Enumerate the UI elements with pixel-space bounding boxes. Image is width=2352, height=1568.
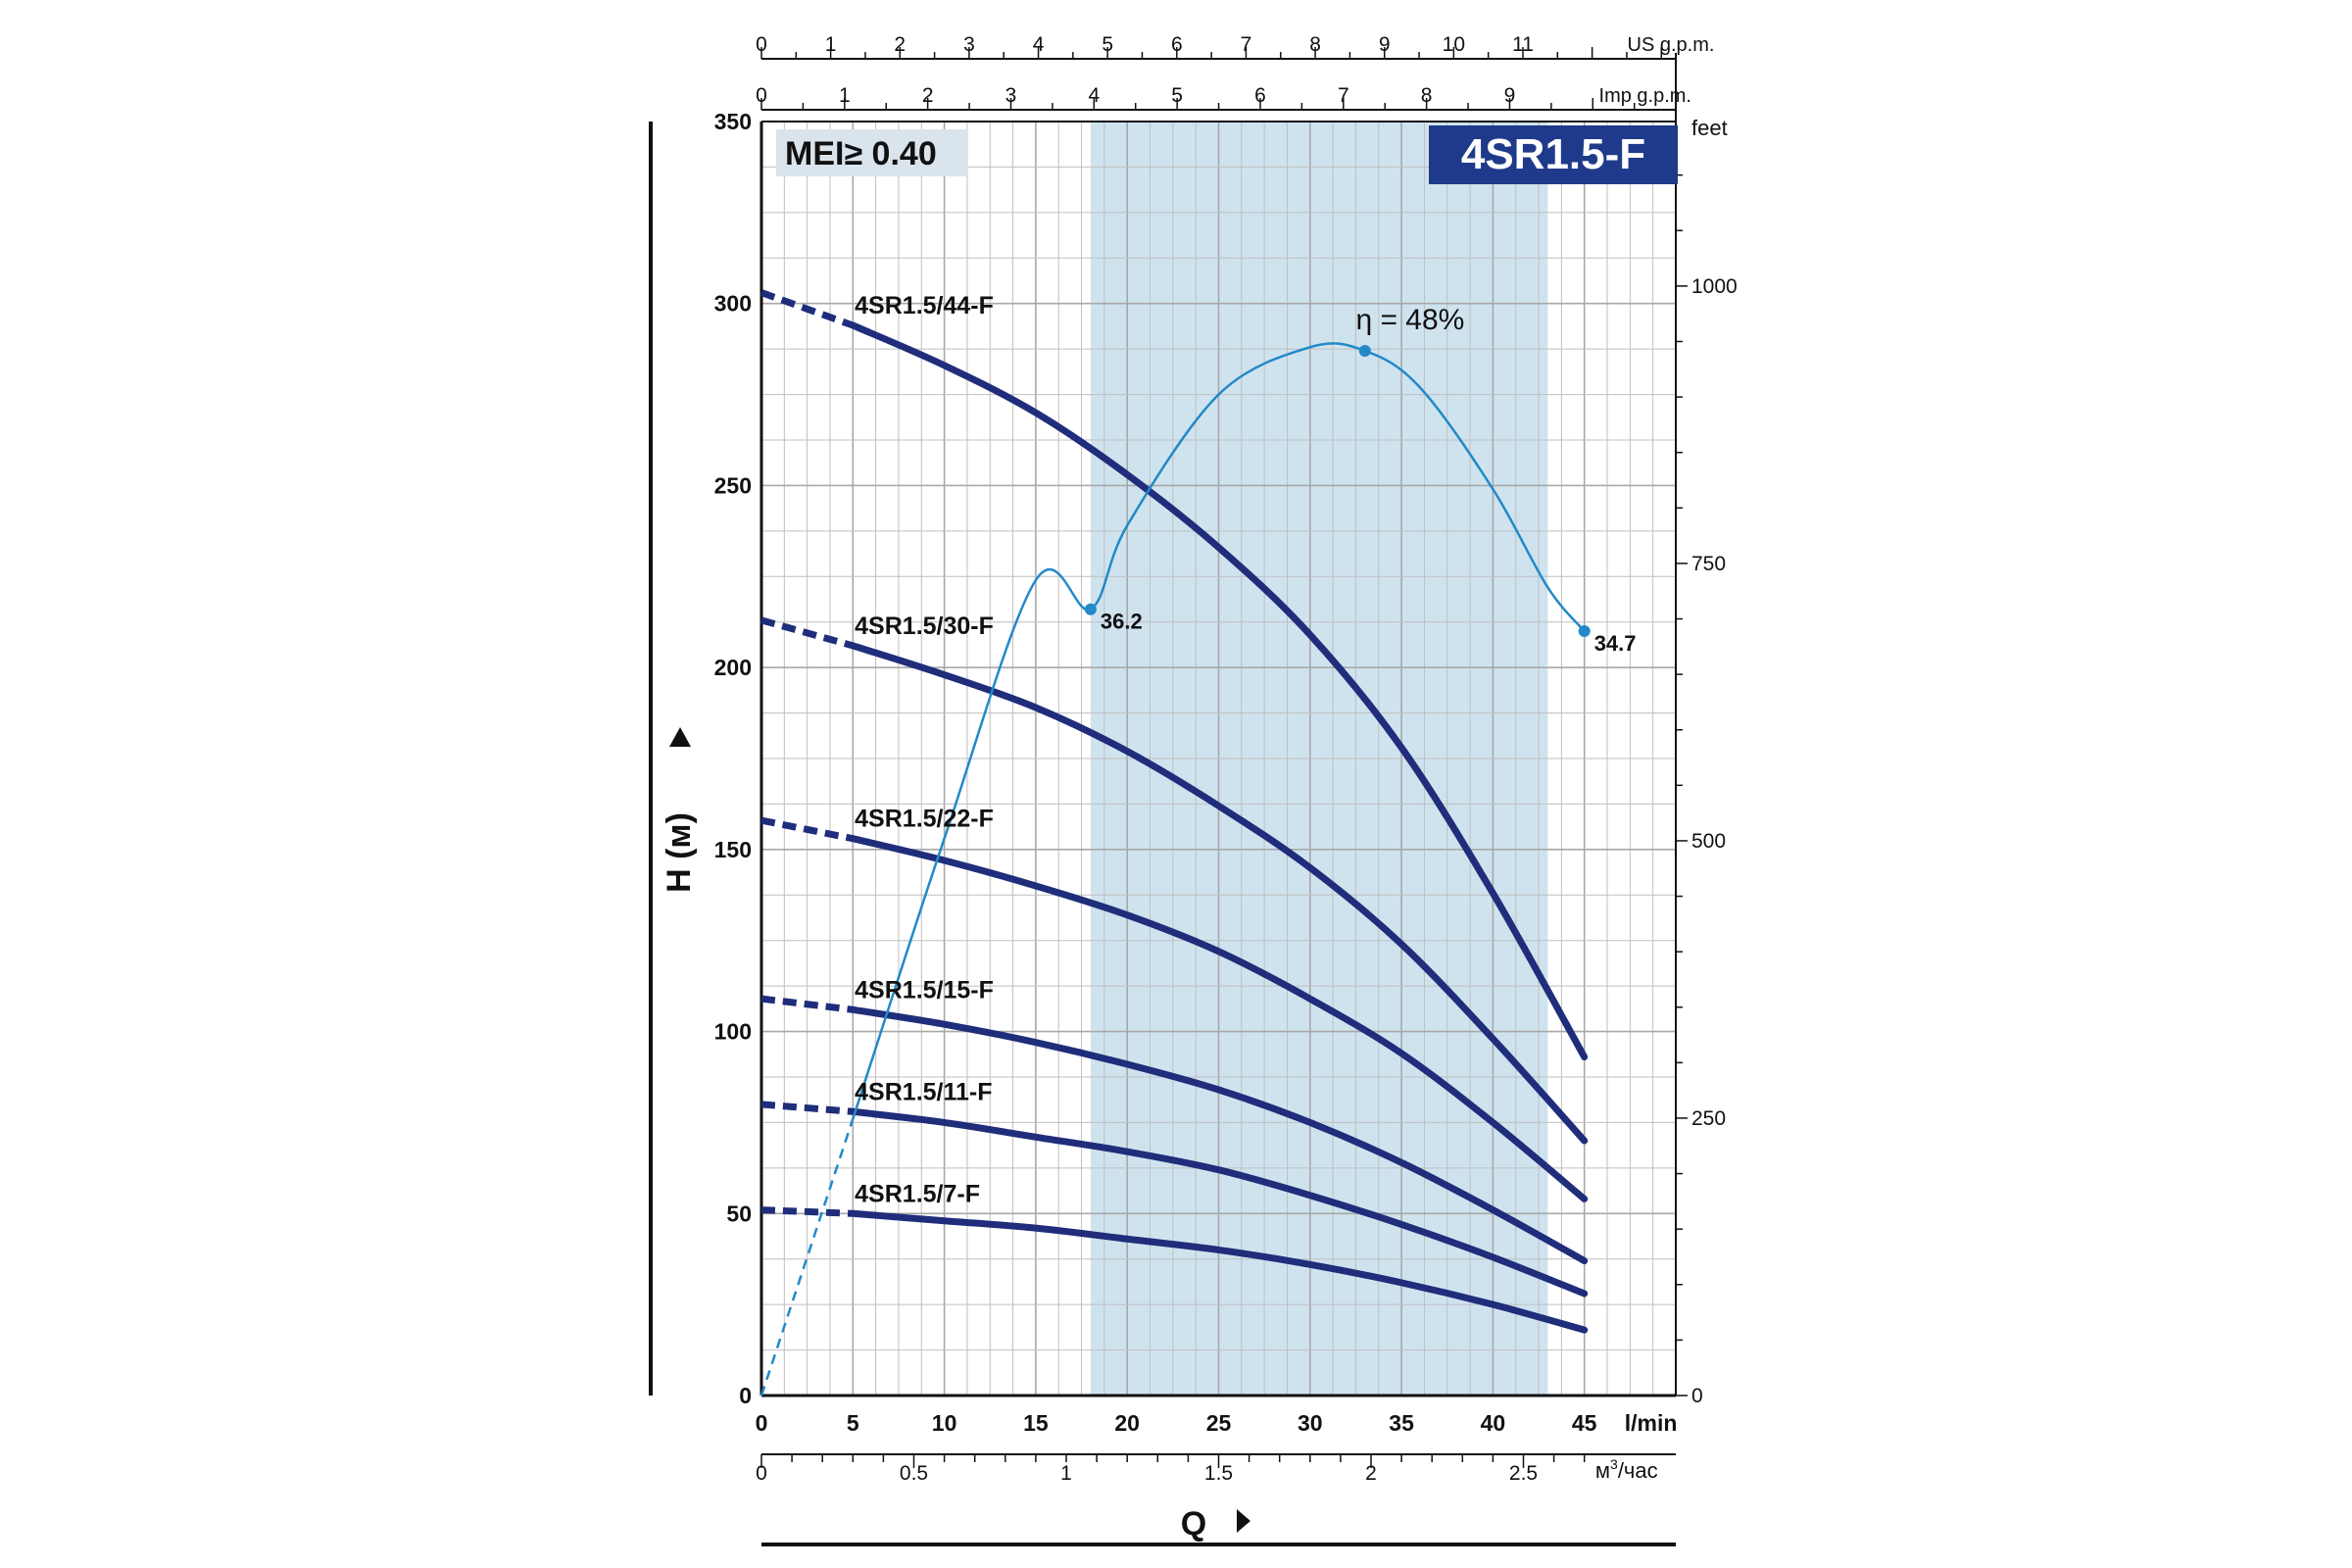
curve-4SR1.5/15-F (849, 1005, 1589, 1265)
curve-label: 4SR1.5/44-F (855, 292, 994, 319)
us-tick-label: 5 (1102, 33, 1113, 56)
y-tick-label: 150 (714, 837, 752, 862)
imp-tick-label: 6 (1254, 84, 1266, 107)
us-tick-label: 11 (1512, 33, 1534, 56)
imp-tick-label: 2 (922, 84, 934, 107)
imp-tick-label: 9 (1504, 84, 1516, 107)
m3-tick-label: 2 (1365, 1462, 1377, 1485)
curve-dashed-4SR1.5/15-F (760, 995, 854, 1013)
us-tick-label: 10 (1443, 33, 1465, 56)
y-tick-label: 50 (726, 1200, 752, 1226)
curve-4SR1.5/11-F (849, 1107, 1589, 1298)
us-tick-label: 2 (894, 33, 906, 56)
m3-tick-label: 0 (756, 1462, 767, 1485)
efficiency-point (1358, 345, 1371, 357)
x-tick-label: 15 (1023, 1410, 1049, 1436)
x-tick-label: 0 (756, 1410, 768, 1436)
x-tick-label: 5 (847, 1410, 859, 1436)
m3-tick-label: 1.5 (1204, 1462, 1233, 1485)
mei-label: MEI≥ 0.40 (785, 135, 937, 172)
efficiency-curve-dashed (760, 1118, 855, 1396)
efficiency-point (1084, 603, 1097, 615)
x-tick-label: 10 (932, 1410, 957, 1436)
y-tick-label: 350 (714, 109, 752, 134)
efficiency-label: η = 48% (1355, 304, 1464, 336)
us-tick-label: 3 (963, 33, 975, 56)
x-tick-label: 20 (1114, 1410, 1140, 1436)
us-tick-label: 7 (1241, 33, 1252, 56)
imp-tick-label: 5 (1171, 84, 1183, 107)
efficiency-point (1578, 625, 1591, 637)
us-unit-label: US g.p.m. (1628, 34, 1715, 56)
us-tick-label: 9 (1379, 33, 1391, 56)
x-tick-label: 45 (1572, 1410, 1597, 1436)
feet-tick-label: 500 (1691, 830, 1726, 853)
y-axis-label: H (м) (661, 812, 698, 893)
us-tick-label: 0 (756, 33, 767, 56)
feet-tick-label: 250 (1691, 1107, 1726, 1130)
curve-label: 4SR1.5/30-F (855, 612, 994, 640)
curve-label: 4SR1.5/11-F (855, 1078, 992, 1105)
feet-tick-label: 750 (1691, 553, 1726, 575)
x-axis-label: Q (1181, 1505, 1206, 1543)
imp-tick-label: 4 (1088, 84, 1100, 107)
imp-unit-label: Imp g.p.m. (1599, 85, 1691, 107)
us-tick-label: 6 (1171, 33, 1183, 56)
y-axis-arrow-icon (669, 727, 691, 747)
curve-dashed-4SR1.5/30-F (760, 616, 855, 650)
y-tick-label: 0 (739, 1383, 752, 1408)
x-tick-label: 25 (1206, 1410, 1232, 1436)
m3-tick-label: 1 (1060, 1462, 1072, 1485)
curve-4SR1.5/44-F (849, 321, 1589, 1061)
m3-unit-label: м3/час (1595, 1456, 1658, 1483)
us-tick-label: 4 (1033, 33, 1045, 56)
model-badge: 4SR1.5-F (1461, 130, 1645, 178)
x-tick-label: 40 (1481, 1410, 1506, 1436)
model-badge-bg (1429, 125, 1678, 184)
curve-4SR1.5/7-F (849, 1209, 1589, 1334)
imp-tick-label: 1 (839, 84, 851, 107)
curve-4SR1.5/30-F (849, 642, 1589, 1145)
imp-tick-label: 0 (756, 84, 767, 107)
curve-dashed-4SR1.5/7-F (760, 1206, 854, 1217)
feet-unit-label: feet (1691, 116, 1728, 140)
us-tick-label: 8 (1309, 33, 1321, 56)
imp-tick-label: 8 (1421, 84, 1433, 107)
m3-tick-label: 0.5 (900, 1462, 928, 1485)
curve-dashed-4SR1.5/22-F (760, 816, 854, 843)
feet-tick-label: 0 (1691, 1385, 1703, 1407)
mei-badge-bg (776, 129, 968, 176)
efficiency-point-label: 34.7 (1594, 631, 1637, 656)
x-axis-arrow-icon (1237, 1509, 1250, 1533)
x-unit-label: l/min (1625, 1410, 1678, 1436)
efficiency-point-label: 36.2 (1101, 610, 1143, 634)
efficiency-curve (852, 342, 1586, 1120)
curve-label: 4SR1.5/15-F (855, 976, 994, 1004)
m3-tick-label: 2.5 (1509, 1462, 1538, 1485)
us-tick-label: 1 (825, 33, 837, 56)
curve-dashed-4SR1.5/44-F (760, 289, 855, 329)
y-tick-label: 100 (714, 1019, 752, 1045)
x-tick-label: 30 (1298, 1410, 1323, 1436)
y-tick-label: 250 (714, 472, 752, 498)
feet-tick-label: 1000 (1691, 275, 1738, 298)
imp-tick-label: 7 (1338, 84, 1349, 107)
x-tick-label: 35 (1389, 1410, 1414, 1436)
curve-4SR1.5/22-F (849, 835, 1589, 1202)
curve-label: 4SR1.5/7-F (855, 1180, 980, 1207)
y-tick-label: 300 (714, 291, 752, 317)
y-tick-label: 200 (714, 655, 752, 680)
imp-tick-label: 3 (1005, 84, 1017, 107)
curve-label: 4SR1.5/22-F (855, 806, 994, 833)
curve-dashed-4SR1.5/11-F (760, 1101, 854, 1115)
